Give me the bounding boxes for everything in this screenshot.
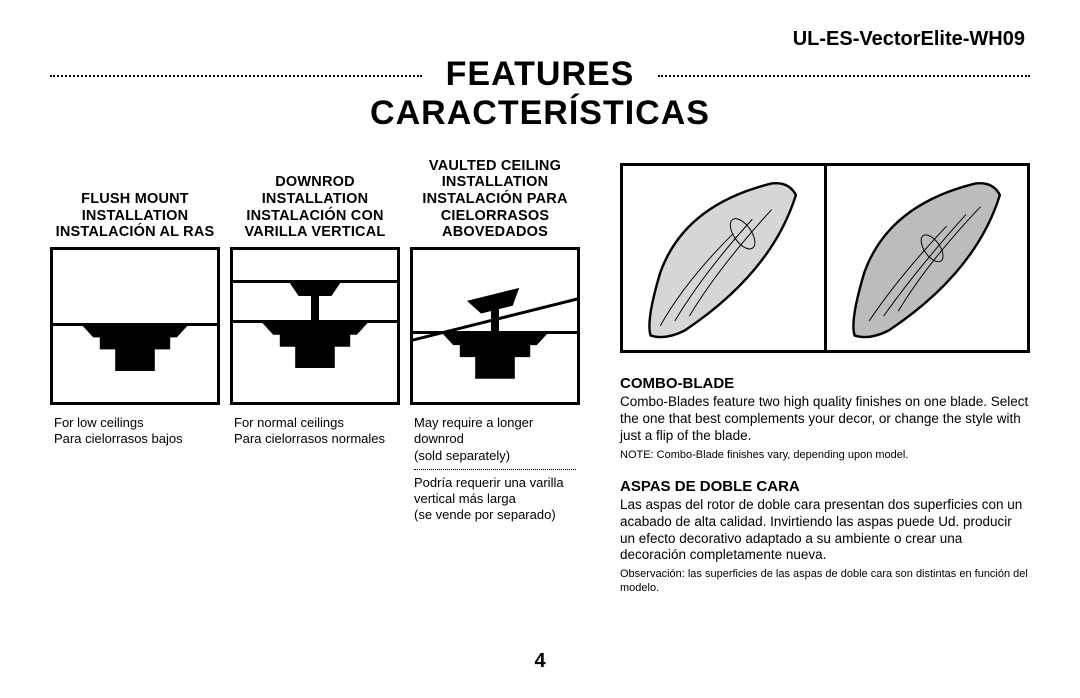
downrod-figure bbox=[230, 247, 400, 405]
vaulted-title-en-1: VAULTED CEILING bbox=[410, 158, 580, 175]
downrod-title-en-1: DOWNROD bbox=[230, 174, 400, 191]
installation-columns: FLUSH MOUNT INSTALLATION INSTALACIÓN AL … bbox=[50, 163, 580, 611]
downrod-cap-es: Para cielorrasos normales bbox=[234, 431, 396, 447]
downrod-title-en-2: INSTALLATION bbox=[230, 191, 400, 208]
col-downrod: DOWNROD INSTALLATION INSTALACIÓN CON VAR… bbox=[230, 163, 400, 611]
col-flush-title: FLUSH MOUNT INSTALLATION INSTALACIÓN AL … bbox=[50, 163, 220, 241]
title-en: FEATURES bbox=[50, 55, 1030, 94]
col-vaulted: VAULTED CEILING INSTALLATION INSTALACIÓN… bbox=[410, 163, 580, 611]
combo-note-es: Observación: las superficies de las aspa… bbox=[620, 568, 1030, 594]
downrod-title-es-2: VARILLA VERTICAL bbox=[230, 224, 400, 241]
flush-cap-es: Para cielorrasos bajos bbox=[54, 431, 216, 447]
downrod-title-es-1: INSTALACIÓN CON bbox=[230, 208, 400, 225]
downrod-caption: For normal ceilings Para cielorrasos nor… bbox=[230, 415, 400, 448]
blade-left bbox=[623, 166, 827, 350]
col-downrod-title: DOWNROD INSTALLATION INSTALACIÓN CON VAR… bbox=[230, 163, 400, 241]
vaulted-title-en-2: INSTALLATION bbox=[410, 174, 580, 191]
combo-title-es: ASPAS DE DOBLE CARA bbox=[620, 478, 1030, 495]
combo-body-en: Combo-Blades feature two high quality fi… bbox=[620, 394, 1030, 445]
col-vaulted-title: VAULTED CEILING INSTALLATION INSTALACIÓN… bbox=[410, 163, 580, 241]
col-flush: FLUSH MOUNT INSTALLATION INSTALACIÓN AL … bbox=[50, 163, 220, 611]
vaulted-cap-es-1: Podría requerir una varilla bbox=[414, 475, 576, 491]
blade-right bbox=[827, 166, 1028, 350]
model-number: UL-ES-VectorElite-WH09 bbox=[793, 28, 1025, 51]
blade-figure bbox=[620, 163, 1030, 353]
flush-figure bbox=[50, 247, 220, 405]
combo-title-en: COMBO-BLADE bbox=[620, 375, 1030, 392]
vaulted-cap-es-3: (se vende por separado) bbox=[414, 507, 576, 523]
vaulted-cap-en-1: May require a longer downrod bbox=[414, 415, 576, 448]
downrod-cap-en: For normal ceilings bbox=[234, 415, 396, 431]
flush-caption: For low ceilings Para cielorrasos bajos bbox=[50, 415, 220, 448]
vaulted-title-es-2: CIELORRASOS ABOVEDADOS bbox=[410, 208, 580, 241]
vaulted-title-es-1: INSTALACIÓN PARA bbox=[410, 191, 580, 208]
flush-title-es: INSTALACIÓN AL RAS bbox=[50, 224, 220, 241]
combo-blade-section: COMBO-BLADE Combo-Blades feature two hig… bbox=[620, 163, 1030, 611]
vaulted-cap-en-2: (sold separately) bbox=[414, 448, 576, 464]
flush-cap-en: For low ceilings bbox=[54, 415, 216, 431]
vaulted-caption: May require a longer downrod (sold separ… bbox=[410, 415, 580, 524]
flush-title-en: FLUSH MOUNT INSTALLATION bbox=[50, 191, 220, 224]
title-es: CARACTERÍSTICAS bbox=[50, 94, 1030, 133]
content-area: FLUSH MOUNT INSTALLATION INSTALACIÓN AL … bbox=[50, 163, 1030, 611]
page-number: 4 bbox=[534, 650, 545, 673]
combo-note-en: NOTE: Combo-Blade finishes vary, dependi… bbox=[620, 449, 1030, 462]
combo-body-es: Las aspas del rotor de doble cara presen… bbox=[620, 497, 1030, 565]
vaulted-figure bbox=[410, 247, 580, 405]
caption-divider bbox=[414, 469, 576, 470]
vaulted-cap-es-2: vertical más larga bbox=[414, 491, 576, 507]
page-header: FEATURES CARACTERÍSTICAS bbox=[50, 55, 1030, 133]
